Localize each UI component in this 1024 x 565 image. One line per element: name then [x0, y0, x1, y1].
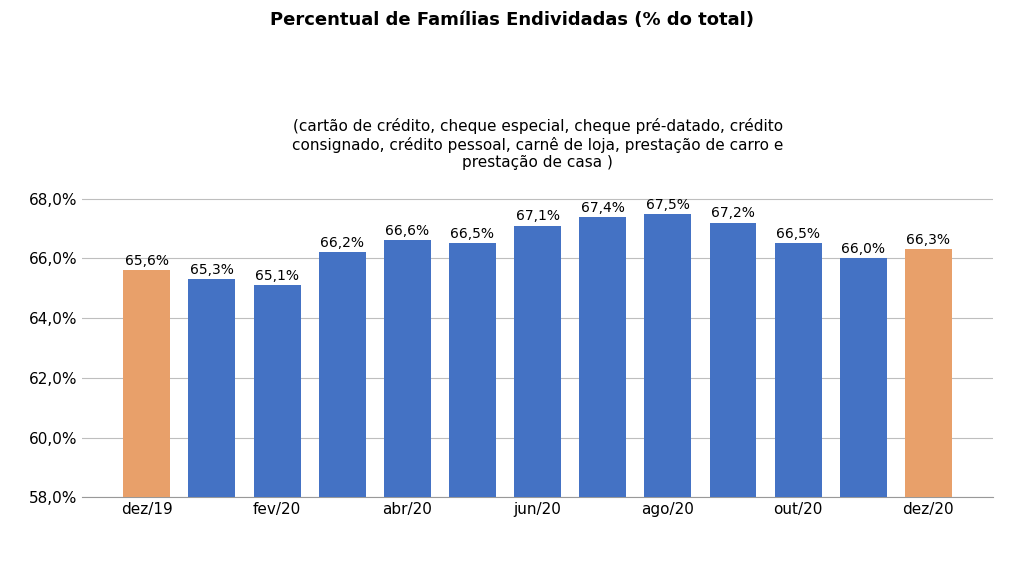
Bar [644, 214, 691, 565]
Bar [514, 225, 561, 565]
Bar [905, 250, 952, 565]
Text: 66,5%: 66,5% [776, 227, 820, 241]
Text: 65,3%: 65,3% [190, 263, 233, 277]
Text: 65,6%: 65,6% [125, 254, 169, 268]
Text: 66,5%: 66,5% [451, 227, 495, 241]
Bar [318, 253, 366, 565]
Bar [580, 216, 627, 565]
Title: (cartão de crédito, cheque especial, cheque pré-datado, crédito
consignado, créd: (cartão de crédito, cheque especial, che… [292, 118, 783, 170]
Bar [188, 279, 236, 565]
Text: Percentual de Famílias Endividadas (% do total): Percentual de Famílias Endividadas (% do… [270, 11, 754, 29]
Text: 65,1%: 65,1% [255, 269, 299, 283]
Bar [123, 270, 170, 565]
Text: 66,2%: 66,2% [321, 236, 365, 250]
Bar [384, 241, 431, 565]
Text: 67,2%: 67,2% [711, 206, 755, 220]
Text: 67,5%: 67,5% [646, 198, 690, 211]
Text: 67,1%: 67,1% [516, 210, 559, 224]
Text: 67,4%: 67,4% [581, 201, 625, 215]
Bar [254, 285, 300, 565]
Bar [449, 244, 496, 565]
Text: 66,0%: 66,0% [842, 242, 886, 257]
Text: 66,6%: 66,6% [385, 224, 429, 238]
Bar [775, 244, 821, 565]
Bar [710, 223, 757, 565]
Bar [840, 258, 887, 565]
Text: 66,3%: 66,3% [906, 233, 950, 247]
